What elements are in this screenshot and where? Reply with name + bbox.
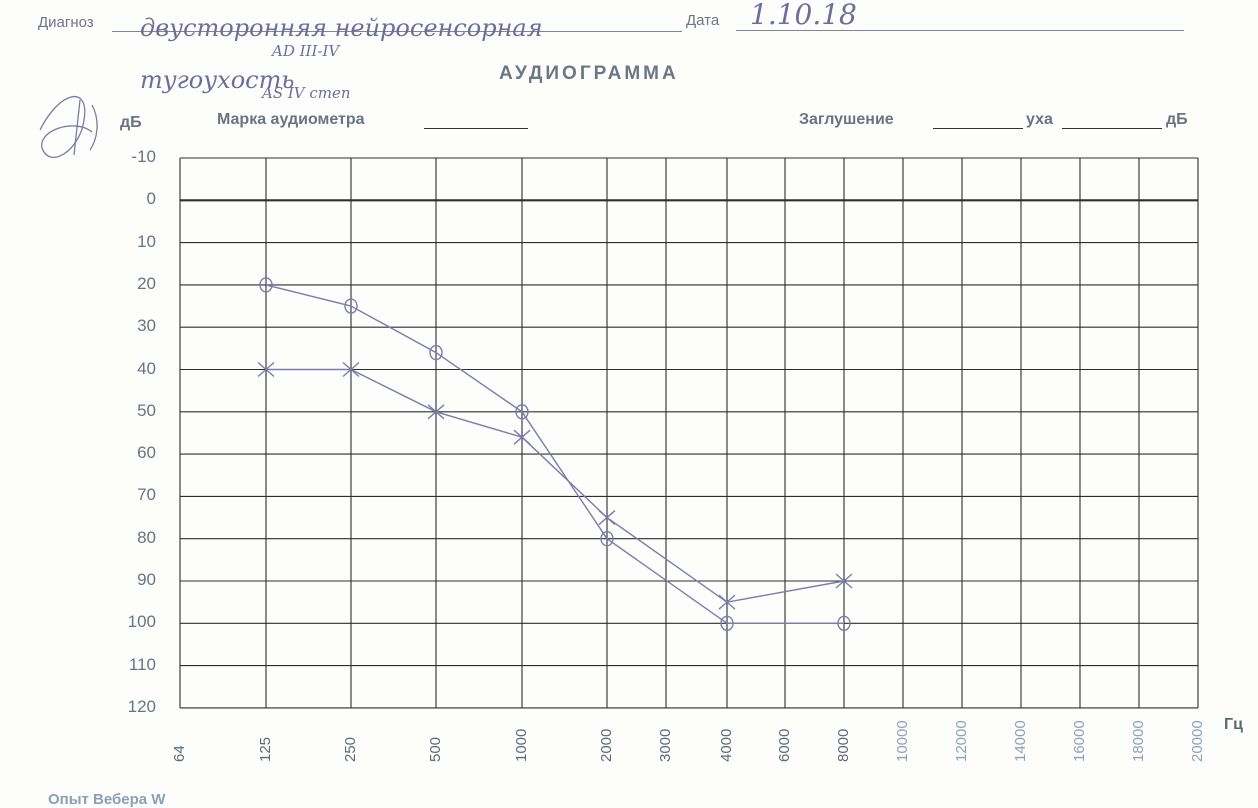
x-tick-label: 8000 [835, 728, 852, 762]
weber-label: Опыт Вебера W [48, 791, 166, 808]
series-line-cross [266, 368, 845, 603]
chart-series [257, 277, 853, 631]
x-tick-label: 14000 [1012, 720, 1029, 762]
y-tick-label: 100 [127, 612, 156, 632]
masking-underline [933, 128, 1023, 129]
marker-cross [835, 573, 853, 589]
masking-db-unit: дБ [1166, 111, 1188, 128]
audiometer-label: Марка аудиометра [217, 111, 365, 128]
db-axis-title: дБ [120, 114, 142, 131]
marker-cross [257, 361, 275, 378]
diagnosis-handwriting: двусторонняя нейросенсорная тугоухость [140, 14, 543, 94]
date-underline [736, 30, 1184, 31]
marker-cross [598, 510, 616, 526]
margin-note-right-ear: AD III-IV [272, 42, 340, 60]
y-tick-label: 60 [137, 443, 156, 463]
x-tick-label: 16000 [1071, 720, 1088, 762]
y-tick-label: 70 [137, 485, 156, 505]
x-tick-label: 4000 [718, 728, 735, 762]
x-tick-label: 18000 [1130, 720, 1147, 762]
marker-cross [513, 429, 531, 445]
y-tick-label: 50 [137, 400, 156, 420]
x-tick-label: 20000 [1189, 720, 1206, 762]
marker-circle [259, 277, 273, 293]
y-tick-label: 110 [128, 654, 156, 674]
y-tick-label: 30 [137, 316, 156, 336]
audiometer-underline [424, 128, 528, 129]
margin-note-left-ear: AS IV степ [262, 84, 351, 102]
signature-scribble [39, 95, 98, 158]
x-tick-label: 250 [342, 736, 359, 762]
date-handwriting: 1.10.18 [750, 0, 857, 31]
chart-grid [179, 157, 1199, 709]
marker-circle [515, 404, 529, 420]
ear-underline [1062, 128, 1162, 129]
y-tick-label: 0 [146, 189, 156, 209]
audiogram-title: АУДИОГРАММА [499, 63, 679, 84]
x-tick-label: 12000 [953, 720, 970, 762]
marker-circle [429, 344, 443, 361]
x-tick-label: 10000 [894, 720, 911, 762]
y-tick-label: 10 [137, 231, 156, 251]
x-axis-unit: Гц [1224, 716, 1243, 733]
y-tick-label: 20 [137, 273, 156, 293]
marker-circle [720, 615, 734, 631]
y-tick-label: 90 [137, 570, 156, 589]
date-label: Дата [686, 12, 720, 29]
marker-circle [837, 615, 851, 631]
y-tick-label: 40 [137, 358, 156, 378]
diagnosis-underline [112, 31, 682, 32]
marker-circle [344, 298, 358, 314]
x-tick-label: 1000 [513, 728, 530, 762]
x-tick-label: 500 [427, 736, 444, 762]
x-tick-label: 64 [171, 745, 188, 762]
x-tick-label: 3000 [657, 728, 674, 762]
diagnosis-label: Диагноз [38, 14, 94, 31]
marker-circle [600, 531, 614, 547]
y-tick-label: 120 [127, 696, 156, 716]
y-tick-label: -10 [131, 147, 156, 166]
y-tick-label: 80 [137, 527, 156, 547]
x-tick-label: 6000 [776, 728, 793, 762]
x-tick-label: 125 [257, 736, 274, 762]
marker-cross [427, 404, 445, 420]
x-tick-label: 2000 [598, 728, 615, 762]
masking-label: Заглушение [799, 111, 894, 128]
marker-cross [342, 361, 360, 378]
ear-label: уха [1026, 111, 1053, 128]
series-line-circle [265, 284, 844, 624]
marker-cross [718, 594, 736, 610]
